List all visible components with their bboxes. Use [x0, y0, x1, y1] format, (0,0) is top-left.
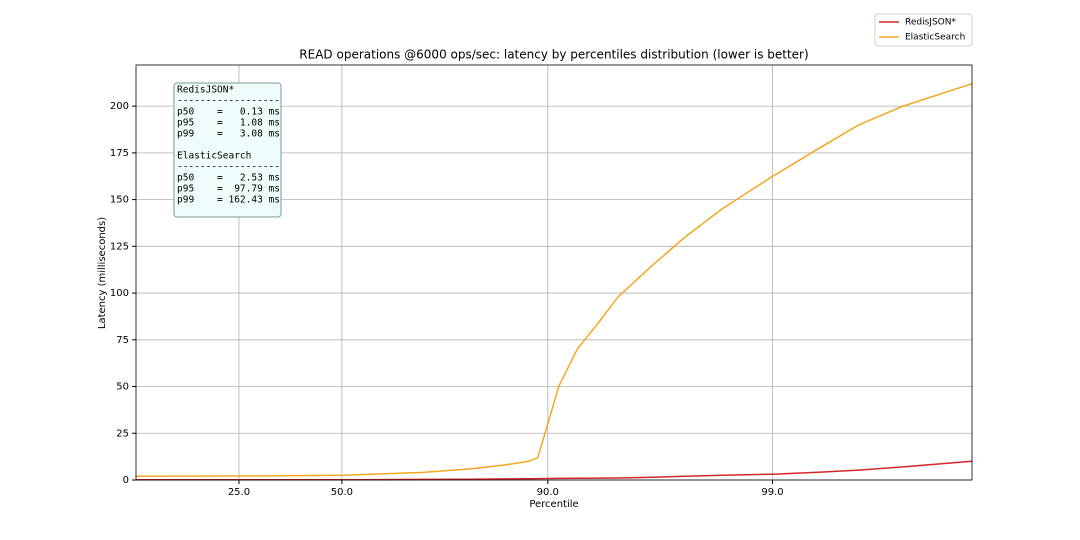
x-tick-label: 99.0: [761, 487, 783, 498]
y-tick-label: 100: [110, 288, 129, 299]
y-tick-label: 50: [116, 382, 129, 393]
annotation-line: ------------------: [177, 162, 280, 173]
y-tick-label: 175: [110, 148, 129, 159]
annotation-line: p99 = 3.08 ms: [177, 129, 280, 140]
y-tick-label: 0: [123, 475, 129, 486]
y-axis-label: Latency (milliseconds): [97, 217, 108, 329]
line: [135, 82, 973, 478]
plot-frame: [135, 64, 973, 481]
annotation-line: p99 = 162.43 ms: [177, 195, 280, 206]
y-tick-label: 25: [116, 428, 129, 439]
y-tick-label: 200: [110, 101, 129, 112]
legend-label: RedisJSON*: [905, 18, 956, 28]
chart-title: READ operations @6000 ops/sec: latency b…: [299, 48, 808, 62]
annotation-line: ------------------: [177, 96, 280, 107]
x-tick-label: 50.0: [331, 487, 353, 498]
annotation-line: RedisJSON*: [177, 85, 234, 96]
y-tick-label: 75: [116, 335, 129, 346]
y-tick-label: 125: [110, 241, 129, 252]
annotation-box: [173, 82, 282, 218]
annotation-line: p95 = 1.08 ms: [177, 118, 280, 129]
legend-label: ElasticSearch: [905, 33, 965, 43]
annotation-line: p50 = 2.53 ms: [177, 173, 280, 184]
line: [136, 460, 973, 481]
x-axis-label: Percentile: [529, 499, 578, 510]
annotation-line: p50 = 0.13 ms: [177, 107, 280, 118]
x-tick-label: 25.0: [228, 487, 250, 498]
x-tick-label: 90.0: [537, 487, 559, 498]
y-tick-label: 150: [110, 195, 129, 206]
legend-box: [874, 13, 973, 47]
annotation-line: p95 = 97.79 ms: [177, 184, 280, 195]
annotation-line: ElasticSearch: [177, 151, 251, 162]
